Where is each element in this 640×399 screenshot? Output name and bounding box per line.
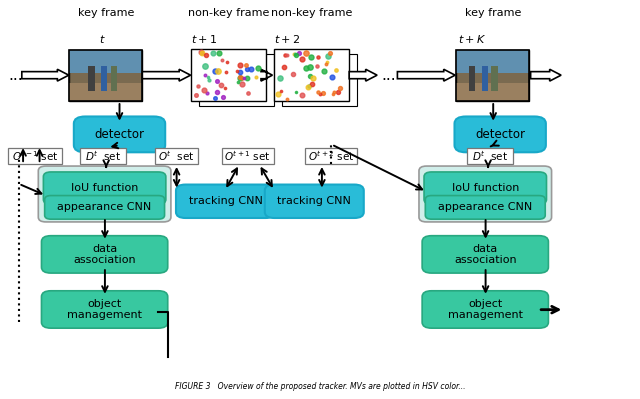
Bar xyxy=(101,66,108,91)
Bar xyxy=(492,66,498,91)
FancyArrow shape xyxy=(142,69,191,81)
FancyArrow shape xyxy=(349,69,377,81)
FancyBboxPatch shape xyxy=(422,236,548,273)
Text: data
association: data association xyxy=(74,243,136,265)
FancyBboxPatch shape xyxy=(42,291,168,328)
Bar xyxy=(88,66,95,91)
Bar xyxy=(155,148,198,164)
Text: $t+K$: $t+K$ xyxy=(458,34,486,45)
Bar xyxy=(482,66,488,91)
Bar xyxy=(69,50,142,101)
FancyBboxPatch shape xyxy=(422,291,548,328)
Text: $t+1$: $t+1$ xyxy=(191,34,217,45)
Bar xyxy=(200,54,275,106)
Bar xyxy=(191,49,266,101)
Bar xyxy=(80,148,126,164)
Text: non-key frame: non-key frame xyxy=(188,8,269,18)
Text: object
management: object management xyxy=(67,299,142,320)
Text: IoU function: IoU function xyxy=(452,183,519,193)
Bar xyxy=(456,50,529,101)
Text: ...: ... xyxy=(8,68,23,83)
Bar xyxy=(305,148,357,164)
Text: $O^{t}$  set: $O^{t}$ set xyxy=(159,149,195,163)
Text: ...: ... xyxy=(381,68,396,83)
FancyArrow shape xyxy=(397,69,455,81)
Text: $t$: $t$ xyxy=(99,34,106,45)
FancyBboxPatch shape xyxy=(454,117,546,152)
Bar xyxy=(8,148,62,164)
Text: IoU function: IoU function xyxy=(71,183,138,193)
Text: key frame: key frame xyxy=(465,8,522,18)
Bar xyxy=(456,50,529,73)
Text: appearance CNN: appearance CNN xyxy=(58,202,152,212)
Bar xyxy=(282,54,356,106)
Text: $O^{t-1}$ set: $O^{t-1}$ set xyxy=(12,149,58,163)
Text: $O^{t+1}$ set: $O^{t+1}$ set xyxy=(225,149,271,163)
Bar xyxy=(69,83,142,101)
FancyBboxPatch shape xyxy=(176,185,275,218)
FancyArrow shape xyxy=(261,69,273,81)
FancyBboxPatch shape xyxy=(74,117,165,152)
Text: appearance CNN: appearance CNN xyxy=(438,202,532,212)
Text: $D^{t}$  set: $D^{t}$ set xyxy=(85,149,121,163)
FancyBboxPatch shape xyxy=(265,185,364,218)
FancyBboxPatch shape xyxy=(424,172,547,204)
FancyBboxPatch shape xyxy=(45,196,164,219)
Text: tracking CNN: tracking CNN xyxy=(189,196,262,206)
Bar xyxy=(69,50,142,101)
FancyBboxPatch shape xyxy=(42,236,168,273)
Bar xyxy=(467,148,513,164)
Text: $D^{t}$  set: $D^{t}$ set xyxy=(472,149,508,163)
FancyBboxPatch shape xyxy=(426,196,545,219)
Text: detector: detector xyxy=(95,128,145,141)
Text: key frame: key frame xyxy=(78,8,134,18)
Text: non-key frame: non-key frame xyxy=(271,8,353,18)
Bar xyxy=(274,49,349,101)
Bar xyxy=(456,83,529,101)
Text: data
association: data association xyxy=(454,243,516,265)
FancyBboxPatch shape xyxy=(419,166,552,222)
Text: tracking CNN: tracking CNN xyxy=(277,196,351,206)
FancyArrow shape xyxy=(22,69,68,81)
Text: object
management: object management xyxy=(448,299,523,320)
Text: detector: detector xyxy=(475,128,525,141)
Bar xyxy=(221,148,274,164)
FancyBboxPatch shape xyxy=(44,172,166,204)
Bar xyxy=(456,50,529,101)
FancyBboxPatch shape xyxy=(38,166,171,222)
FancyArrow shape xyxy=(531,69,561,81)
Text: $O^{t+2}$ set: $O^{t+2}$ set xyxy=(308,149,355,163)
Bar xyxy=(111,66,117,91)
Text: $t+2$: $t+2$ xyxy=(274,34,300,45)
Bar xyxy=(69,50,142,73)
Text: FIGURE 3   Overview of the proposed tracker. MVs are plotted in HSV color...: FIGURE 3 Overview of the proposed tracke… xyxy=(175,382,465,391)
Bar xyxy=(469,66,476,91)
